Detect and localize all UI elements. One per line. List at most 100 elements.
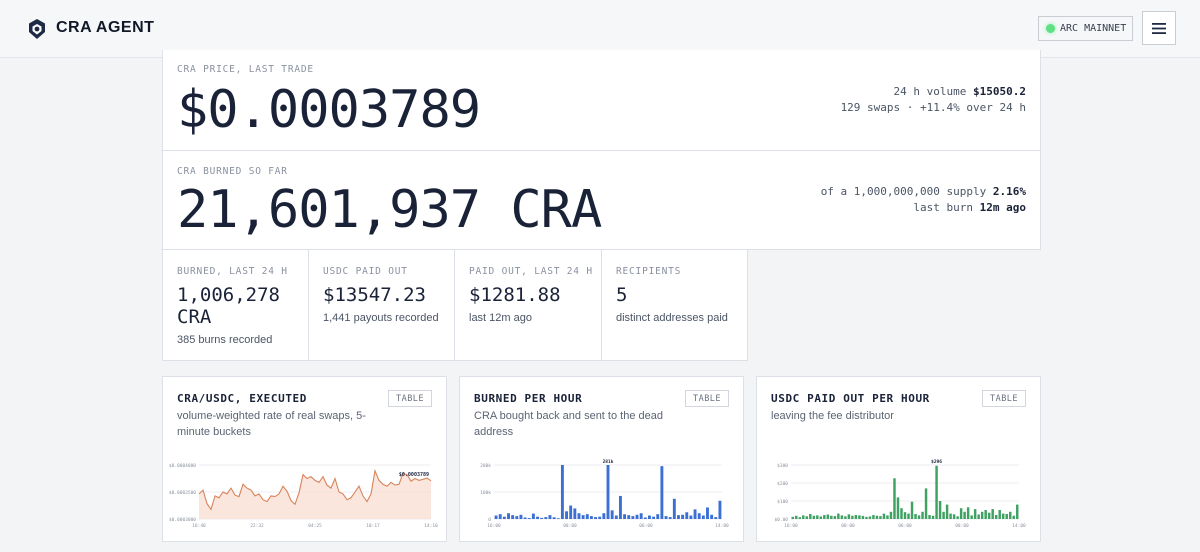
chart-bar (1001, 513, 1005, 519)
y-tick-label: $0.00 (774, 517, 788, 523)
chart-bar (1016, 504, 1019, 519)
chart-bar (681, 514, 685, 519)
chart-bar (573, 508, 577, 519)
chart-bar (652, 516, 656, 519)
cra-logo-icon[interactable] (27, 18, 47, 40)
chart-bar (540, 517, 544, 519)
x-tick-label: 08:00 (563, 523, 577, 529)
chart-bar (668, 517, 672, 519)
chart-bar (718, 500, 722, 519)
chart-bar (635, 514, 639, 519)
y-tick-label: $0.0003000 (169, 517, 196, 523)
chart-bar (805, 516, 809, 519)
y-tick-label: $300 (777, 463, 788, 469)
chart-bar (648, 515, 651, 519)
chart-bar (502, 516, 506, 519)
stat-usdc-paid-out: USDC PAID OUT $13547.23 1,441 payouts re… (308, 249, 455, 361)
chart-bar (984, 510, 987, 519)
chart-bar (498, 514, 502, 519)
chart-bar (664, 516, 668, 519)
top-bar: CRA AGENT ARC MAINNET (0, 0, 1200, 58)
chart-bar (998, 510, 1001, 519)
chart-bar (519, 514, 523, 519)
chart-bar (677, 515, 680, 519)
chart-bar (966, 507, 970, 519)
price-label: CRA PRICE, LAST TRADE (177, 64, 314, 75)
chart-bar (924, 488, 928, 519)
chart-bar (823, 515, 826, 519)
chart-bar (544, 517, 548, 519)
stat-paid-out-24h: PAID OUT, LAST 24 H $1281.88 last 12m ag… (454, 249, 602, 361)
x-tick-label: 14:00 (715, 523, 729, 529)
chart-bar (594, 517, 598, 519)
x-tick-label: 14:10 (424, 523, 438, 529)
chart-bar (614, 515, 618, 519)
chart-bar (693, 509, 697, 519)
chart-bar (589, 516, 593, 519)
y-tick-label: $0.0003500 (169, 490, 196, 496)
stat-sub: distinct addresses paid (616, 312, 728, 324)
x-tick-label: 08:00 (841, 523, 855, 529)
chart-bar (945, 504, 949, 519)
card-subtitle: CRA bought back and sent to the dead add… (474, 410, 663, 438)
chart-bar (833, 516, 837, 519)
menu-button[interactable] (1142, 11, 1176, 45)
stat-recipients: RECIPIENTS 5 distinct addresses paid (601, 249, 748, 361)
chart-bar (689, 515, 693, 519)
chart-bar (896, 497, 900, 519)
chart-bar (527, 518, 531, 519)
stat-label: BURNED, LAST 24 H (177, 266, 288, 277)
card-title: BURNED PER HOUR (474, 392, 583, 405)
chart-bar (660, 466, 664, 519)
table-button[interactable]: TABLE (982, 390, 1026, 407)
burned-details: of a 1,000,000,000 supply 2.16% last bur… (821, 184, 1026, 216)
price-details: 24 h volume $15050.2 129 swaps · +11.4% … (841, 84, 1026, 116)
chart-bar (900, 508, 903, 519)
card-title: CRA/USDC, EXECUTED (177, 392, 308, 405)
price-area-fill (199, 470, 431, 519)
chart-bar (606, 465, 610, 519)
chart-bar (970, 515, 973, 519)
chart-bar (623, 514, 627, 519)
chart-bar (865, 516, 868, 519)
chart-bar (515, 516, 519, 519)
chart-bar (840, 515, 844, 519)
chart-bar (959, 508, 963, 519)
y-tick-label: $0.0004000 (169, 463, 196, 469)
chart-bar (847, 514, 851, 519)
chart-bar (577, 513, 581, 519)
chart-bar (844, 516, 847, 519)
chart-bar (858, 515, 861, 519)
network-label: ARC MAINNET (1060, 23, 1127, 34)
burned-chart-card: BURNED PER HOUR CRA bought back and sent… (459, 376, 744, 542)
chart-bar (1005, 513, 1008, 519)
table-button[interactable]: TABLE (388, 390, 432, 407)
chart-bar (987, 512, 991, 519)
table-button[interactable]: TABLE (685, 390, 729, 407)
last-burn-value: 12m ago (979, 201, 1026, 214)
chart-bar (977, 514, 980, 519)
chart-bar (581, 515, 585, 519)
chart-bar (991, 509, 994, 519)
chart-bar (819, 516, 823, 519)
chart-bar (942, 511, 945, 519)
network-badge[interactable]: ARC MAINNET (1038, 16, 1133, 41)
brand-name[interactable]: CRA AGENT (56, 19, 155, 36)
y-tick-label: $100 (777, 499, 788, 505)
chart-bar (536, 516, 539, 519)
chart-bar (980, 511, 984, 519)
card-subtitle: volume-weighted rate of real swaps, 5-mi… (177, 410, 366, 438)
price-value: $0.0003789 (177, 80, 481, 140)
chart-bar (861, 515, 865, 519)
chart-bar (560, 465, 564, 519)
supply-line: of a 1,000,000,000 supply 2.16% (820, 185, 1026, 198)
chart-bar (935, 465, 938, 519)
x-tick-label: 04:25 (308, 523, 322, 529)
usdc-chart-card: USDC PAID OUT PER HOUR leaving the fee d… (756, 376, 1041, 542)
chart-bar (875, 515, 879, 519)
chart-bar (956, 516, 959, 519)
chart-bar (952, 514, 956, 519)
stat-sub: last 12m ago (469, 312, 532, 324)
chart-bar (889, 511, 893, 519)
x-tick-label: 08:00 (955, 523, 969, 529)
